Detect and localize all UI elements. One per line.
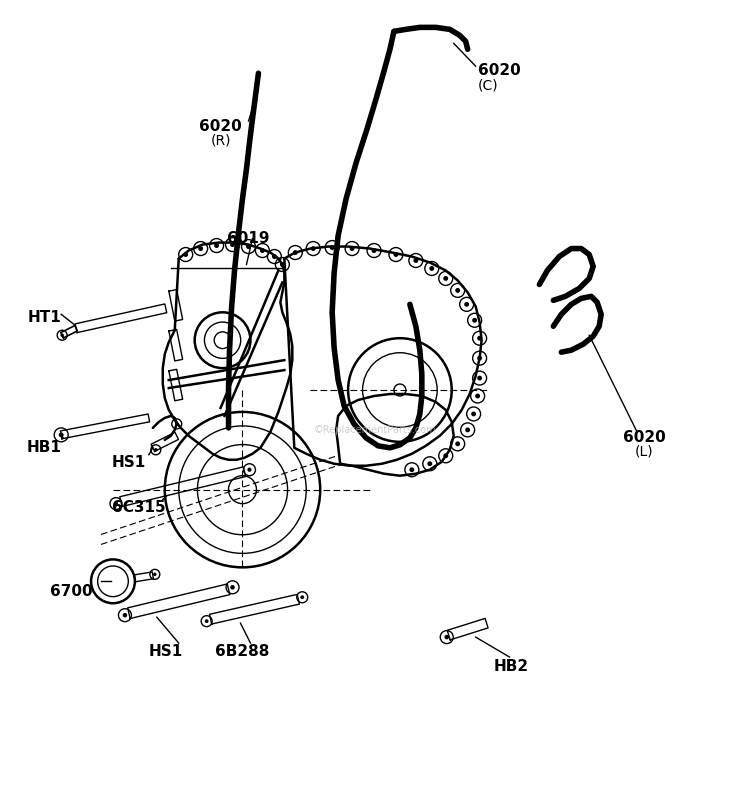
Text: 6B288: 6B288 <box>215 644 270 659</box>
Text: (C): (C) <box>478 78 498 93</box>
Text: 6020: 6020 <box>200 119 242 134</box>
Circle shape <box>123 613 128 618</box>
Circle shape <box>350 246 355 251</box>
Circle shape <box>371 248 376 253</box>
Text: 6020: 6020 <box>622 430 665 445</box>
Circle shape <box>114 501 118 505</box>
Circle shape <box>198 246 203 251</box>
Circle shape <box>280 262 285 267</box>
Text: (L): (L) <box>634 445 653 459</box>
Circle shape <box>183 252 188 257</box>
Circle shape <box>445 635 449 639</box>
Circle shape <box>214 243 219 248</box>
Text: 6019: 6019 <box>227 231 270 246</box>
Circle shape <box>246 244 251 249</box>
Circle shape <box>260 248 265 253</box>
Text: ©ReplacementParts.com: ©ReplacementParts.com <box>314 425 436 435</box>
Circle shape <box>472 318 477 323</box>
Text: 6700: 6700 <box>50 585 92 600</box>
Circle shape <box>471 411 476 416</box>
Circle shape <box>310 246 316 251</box>
Circle shape <box>476 394 480 399</box>
Circle shape <box>443 453 448 458</box>
Circle shape <box>300 596 304 599</box>
Circle shape <box>230 585 235 589</box>
Circle shape <box>413 258 419 263</box>
Text: 6C315: 6C315 <box>112 500 166 515</box>
Circle shape <box>153 573 157 576</box>
Circle shape <box>455 288 460 293</box>
Text: HB1: HB1 <box>27 440 62 455</box>
Circle shape <box>175 422 178 426</box>
Circle shape <box>477 356 482 361</box>
Circle shape <box>477 376 482 380</box>
Circle shape <box>330 245 334 250</box>
Circle shape <box>410 467 414 472</box>
Text: HS1: HS1 <box>148 644 183 659</box>
Circle shape <box>464 302 469 307</box>
Circle shape <box>154 448 158 452</box>
Circle shape <box>394 252 398 257</box>
Circle shape <box>61 334 64 337</box>
Circle shape <box>427 461 432 466</box>
Circle shape <box>230 242 235 247</box>
Circle shape <box>272 254 277 259</box>
Circle shape <box>292 250 298 255</box>
Text: 6020: 6020 <box>478 63 520 78</box>
Circle shape <box>443 276 448 281</box>
Circle shape <box>429 266 434 271</box>
Text: HT1: HT1 <box>27 310 61 325</box>
Circle shape <box>248 467 251 471</box>
Text: HS1: HS1 <box>112 455 146 470</box>
Circle shape <box>477 335 482 341</box>
Circle shape <box>205 619 209 623</box>
Text: HB2: HB2 <box>494 659 529 674</box>
Text: (R): (R) <box>210 134 231 148</box>
Circle shape <box>465 427 470 433</box>
Circle shape <box>455 441 460 446</box>
Circle shape <box>58 433 64 437</box>
